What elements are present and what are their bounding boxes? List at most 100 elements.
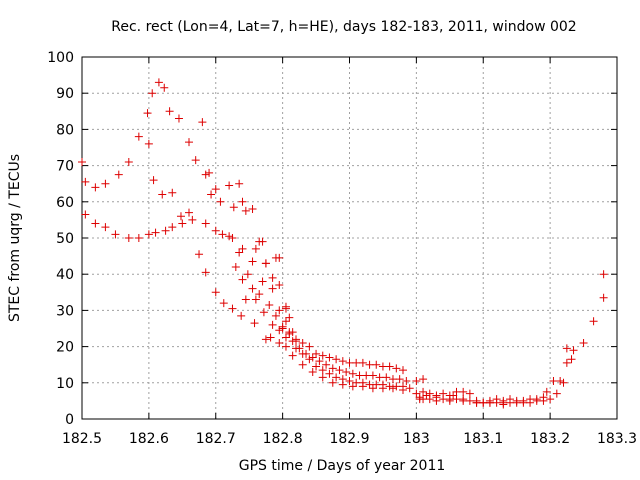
y-tick-label: 10 (56, 376, 74, 392)
data-point (292, 344, 300, 353)
data-point (285, 329, 294, 338)
data-point (281, 342, 290, 351)
data-point (81, 177, 90, 186)
data-point (255, 237, 264, 246)
data-point (298, 360, 307, 369)
data-point (271, 311, 280, 320)
data-point (258, 277, 267, 286)
data-point (452, 395, 461, 404)
data-point (556, 376, 565, 385)
data-point (569, 346, 578, 355)
data-point (238, 197, 247, 206)
data-point (101, 223, 110, 232)
data-point (419, 387, 428, 396)
data-point (144, 139, 153, 148)
data-point (111, 230, 120, 239)
data-point (405, 384, 414, 393)
data-point (506, 395, 514, 404)
data-point (352, 378, 361, 387)
data-point (143, 109, 152, 118)
data-point (151, 228, 160, 237)
chart-title: Rec. rect (Lon=4, Lat=7, h=HE), days 182… (111, 19, 576, 35)
data-point (278, 324, 287, 333)
data-point (422, 391, 431, 400)
x-tick-label: 182.5 (62, 431, 102, 447)
data-point (559, 378, 568, 387)
data-point (465, 396, 474, 405)
data-point (325, 369, 334, 378)
data-point (298, 349, 307, 358)
data-point (312, 349, 321, 358)
data-point (399, 366, 407, 375)
data-point (216, 197, 225, 206)
y-tick-label: 90 (56, 86, 74, 102)
data-point (412, 389, 421, 398)
data-point (160, 83, 169, 92)
data-point (338, 357, 347, 366)
data-point (305, 355, 314, 364)
axis-ticks: 182.5 182.6 182.7 182.8 182.9 183 183.1 183.2 18… (47, 50, 637, 447)
data-point (459, 387, 468, 396)
data-point (78, 157, 86, 166)
data-point (161, 226, 170, 235)
data-point (235, 248, 244, 257)
data-point (281, 317, 290, 326)
data-point (211, 226, 220, 235)
data-point (255, 290, 264, 299)
data-point (275, 338, 284, 347)
data-point (332, 355, 341, 364)
data-point (342, 367, 351, 376)
data-point (589, 317, 598, 326)
y-tick-label: 30 (56, 303, 74, 319)
data-point (198, 118, 207, 127)
data-point (268, 284, 277, 293)
data-point (365, 380, 374, 389)
data-point (281, 304, 290, 313)
data-point (250, 319, 259, 328)
y-tick-label: 0 (65, 412, 74, 428)
data-point (211, 185, 220, 194)
data-point (251, 244, 260, 253)
data-point (165, 107, 174, 116)
data-point (134, 234, 143, 242)
data-point (328, 364, 337, 373)
x-tick-label: 182.9 (329, 431, 369, 447)
data-point (266, 333, 275, 342)
data-point (562, 358, 571, 367)
data-point (378, 362, 387, 371)
data-point (243, 270, 252, 279)
data-point (188, 215, 197, 224)
data-point (91, 183, 100, 192)
x-tick-label: 183 (403, 431, 430, 447)
data-point (452, 387, 461, 396)
y-tick-label: 80 (56, 122, 74, 138)
data-point (415, 395, 424, 404)
data-point (315, 357, 324, 366)
x-tick-label: 182.8 (263, 431, 303, 447)
data-point (201, 268, 210, 277)
data-point (332, 373, 341, 382)
data-point (348, 369, 357, 378)
data-point (519, 396, 528, 405)
data-point (248, 284, 257, 293)
data-point (154, 78, 163, 87)
data-point (562, 344, 571, 353)
data-point (228, 304, 237, 313)
data-point (445, 395, 454, 404)
data-point (305, 342, 314, 351)
data-point (308, 367, 317, 376)
data-point (378, 384, 387, 393)
y-tick-label: 40 (56, 267, 74, 283)
data-point (499, 400, 508, 409)
data-point (124, 157, 133, 166)
data-point (425, 389, 434, 398)
data-point (362, 371, 371, 380)
data-point (207, 190, 216, 199)
data-point (542, 387, 551, 396)
x-tick-label: 182.7 (196, 431, 236, 447)
data-point (298, 338, 307, 347)
data-point (439, 389, 448, 398)
data-point (345, 376, 354, 385)
data-point (392, 382, 401, 391)
data-point (81, 210, 90, 219)
